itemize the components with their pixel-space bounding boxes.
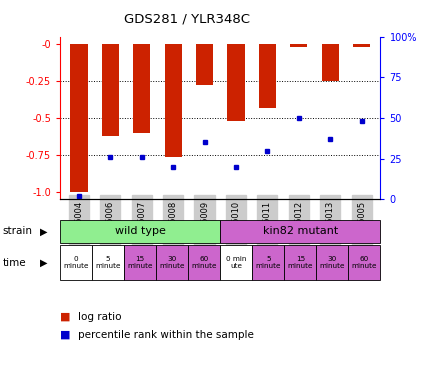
Text: ■: ■ <box>60 311 71 322</box>
Bar <box>102 44 119 136</box>
Text: 15
minute: 15 minute <box>127 256 153 269</box>
Bar <box>60 220 220 243</box>
Text: 0 min
ute: 0 min ute <box>226 256 247 269</box>
Bar <box>92 245 124 280</box>
Bar <box>290 44 307 47</box>
Bar <box>133 44 150 133</box>
Bar <box>252 245 284 280</box>
Text: 60
minute: 60 minute <box>352 256 377 269</box>
Text: time: time <box>2 258 26 268</box>
Text: 0
minute: 0 minute <box>63 256 89 269</box>
Text: wild type: wild type <box>115 227 166 236</box>
Text: 5
minute: 5 minute <box>255 256 281 269</box>
Bar <box>156 245 188 280</box>
Bar <box>259 44 276 108</box>
Bar <box>60 245 92 280</box>
Bar <box>353 44 370 47</box>
Bar <box>322 44 339 81</box>
Text: 60
minute: 60 minute <box>191 256 217 269</box>
Text: 5
minute: 5 minute <box>95 256 121 269</box>
Text: percentile rank within the sample: percentile rank within the sample <box>78 330 254 340</box>
Text: ■: ■ <box>60 330 71 340</box>
Text: 30
minute: 30 minute <box>320 256 345 269</box>
Bar <box>188 245 220 280</box>
Text: kin82 mutant: kin82 mutant <box>263 227 338 236</box>
Text: strain: strain <box>2 226 32 236</box>
Bar <box>220 220 380 243</box>
Text: log ratio: log ratio <box>78 311 121 322</box>
Text: 30
minute: 30 minute <box>159 256 185 269</box>
Bar <box>316 245 348 280</box>
Text: ▶: ▶ <box>40 226 48 236</box>
Bar <box>348 245 380 280</box>
Text: ▶: ▶ <box>40 258 48 268</box>
Bar <box>196 44 213 86</box>
Bar <box>284 245 316 280</box>
Text: GDS281 / YLR348C: GDS281 / YLR348C <box>124 13 250 26</box>
Bar <box>165 44 182 157</box>
Text: 15
minute: 15 minute <box>287 256 313 269</box>
Bar <box>70 44 88 192</box>
Bar <box>124 245 156 280</box>
Bar <box>220 245 252 280</box>
Bar <box>227 44 245 121</box>
